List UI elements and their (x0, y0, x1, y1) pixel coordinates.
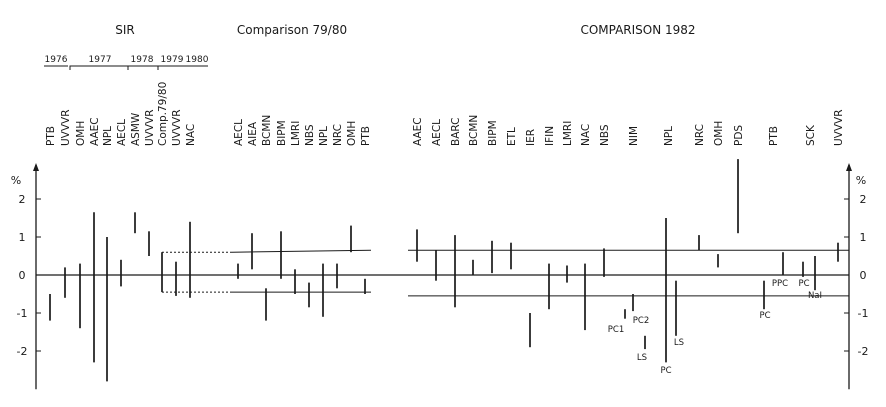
y-tick-label-left: -1 (17, 307, 28, 320)
year-label-1976: 1976 (45, 55, 68, 65)
lab-labels: PTB UVVVR OMH AAEC NPL AECL ASMW UVVVR Comp.79/8… (45, 82, 845, 146)
lab-label-sir-nac: NAC (185, 124, 197, 146)
lab-label-comparison-1982-bipm: BIPM (487, 120, 499, 146)
lab-label-sir-comp-79-80: Comp.79/80 (157, 82, 169, 146)
lab-label-comparison-1982-bcmn: BCMN (468, 115, 480, 146)
lab-label-comparison-1982-uvvvr: UVVVR (833, 109, 845, 146)
lab-label-comparison-1982-omh: OMH (713, 121, 725, 146)
lab-label-comparison-1982-sck: SCK (805, 124, 817, 146)
annotation-npl-pc: PC (660, 366, 671, 376)
lab-label-comparison-79-80-aiea: AIEA (247, 121, 259, 146)
lab-label-comparison-1982-nbs: NBS (599, 124, 611, 146)
lab-label-comparison-79-80-ptb: PTB (360, 126, 372, 146)
lab-label-comparison-79-80-nbs: NBS (304, 124, 316, 146)
section-title-comparison-1982: COMPARISON 1982 (580, 23, 695, 37)
lab-label-comparison-79-80-npl: NPL (318, 126, 330, 146)
y-tick-label-left: 2 (19, 193, 26, 206)
annotation-ptb-ppc: PPC (772, 279, 788, 289)
annotations: PC1 PC2 LS PC LS PC PPC PC NaI (608, 279, 822, 376)
y-axis-arrow-left (33, 163, 39, 171)
year-label-1978: 1978 (131, 55, 154, 65)
lab-label-comparison-1982-lmri: LMRI (562, 121, 574, 146)
lab-label-sir-uvvvr: UVVVR (60, 109, 72, 146)
axes: % -2 -1 0 1 2% -2 -1 0 1 2 (11, 163, 869, 390)
y-axis-arrow-right (846, 163, 852, 171)
y-tick-label-right: 0 (860, 269, 867, 282)
reference-line-upper-7980 (231, 249, 372, 253)
y-axis-unit-left: % (11, 174, 21, 187)
y-tick-label-left: 0 (19, 269, 26, 282)
y-axis-right: % -2 -1 0 1 2 (844, 163, 869, 390)
y-axis-unit-right: % (856, 174, 866, 187)
error-bars (49, 159, 839, 382)
lab-label-sir-asmw: ASMW (130, 112, 142, 146)
y-tick-label-right: 2 (860, 193, 867, 206)
year-label-1980: 1980 (186, 55, 209, 65)
lab-label-sir-omh: OMH (75, 121, 87, 146)
annotation-npl-ls: LS (674, 338, 684, 348)
lab-label-comparison-1982-aecl: AECL (431, 119, 443, 146)
lab-label-comparison-1982-pds: PDS (733, 125, 745, 146)
lab-label-comparison-1982-ptb: PTB (768, 126, 780, 146)
year-label-1977: 1977 (89, 55, 112, 65)
lab-label-comparison-1982-ier: IER (525, 129, 537, 146)
year-bracket-1978 (128, 65, 159, 70)
lab-label-comparison-1982-barc: BARC (450, 118, 462, 147)
y-tick-label-right: 1 (860, 231, 867, 244)
y-tick-label-left: -2 (17, 345, 28, 358)
lab-label-sir-npl: NPL (102, 126, 114, 146)
year-brackets: 1976 1977 1978 1979 1980 (44, 55, 209, 70)
y-tick-label-right: -2 (858, 345, 869, 358)
section-title-sir: SIR (115, 23, 135, 37)
lab-label-sir-aecl: AECL (116, 119, 128, 146)
section-title-comparison-79-80: Comparison 79/80 (237, 23, 347, 37)
lab-label-comparison-79-80-bcmn: BCMN (261, 115, 273, 146)
lab-label-comparison-1982-npl: NPL (663, 126, 675, 146)
lab-label-comparison-1982-aaec: AAEC (412, 117, 424, 146)
lab-label-comparison-79-80-lmri: LMRI (290, 121, 302, 146)
lab-label-sir-ptb: PTB (45, 126, 57, 146)
lab-label-comparison-79-80-bipm: BIPM (276, 120, 288, 146)
annotation-nim-ls: LS (637, 353, 647, 363)
lab-label-comparison-1982-nim: NIM (628, 126, 640, 146)
y-tick-label-left: 1 (19, 231, 26, 244)
annotation-nim-pc2: PC2 (633, 316, 649, 326)
lab-label-sir-aaec: AAEC (89, 117, 101, 146)
annotation-sck-pc: PC (798, 279, 809, 289)
lab-label-sir-uvvvr: UVVVR (144, 109, 156, 146)
lab-label-comparison-79-80-nrc: NRC (332, 124, 344, 146)
y-tick-label-right: -1 (858, 307, 869, 320)
lab-label-comparison-79-80-omh: OMH (346, 121, 358, 146)
reference-lines (36, 249, 849, 297)
lab-label-comparison-1982-etl: ETL (506, 127, 518, 146)
lab-label-comparison-1982-ifin: IFIN (544, 126, 556, 146)
lab-label-sir-uvvvr: UVVVR (171, 109, 183, 146)
annotation-nim-pc1: PC1 (608, 325, 624, 335)
annotation-sck-nai: NaI (808, 291, 822, 301)
lab-label-comparison-79-80-aecl: AECL (233, 119, 245, 146)
lab-label-comparison-1982-nrc: NRC (694, 124, 706, 146)
annotation-ptb-pc: PC (759, 311, 770, 321)
lab-label-comparison-1982-nac: NAC (580, 124, 592, 146)
year-label-1979: 1979 (161, 55, 184, 65)
year-bracket-1977 (69, 65, 129, 70)
y-axis-left: % -2 -1 0 1 2 (11, 163, 41, 390)
